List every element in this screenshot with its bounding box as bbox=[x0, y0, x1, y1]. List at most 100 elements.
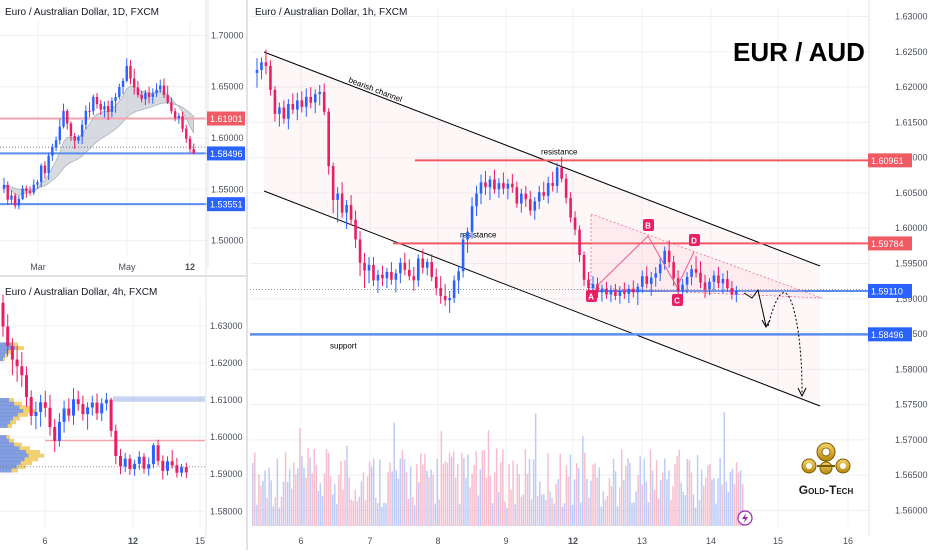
candle-body bbox=[48, 407, 52, 428]
triangle-pattern bbox=[590, 213, 823, 299]
volume-bar bbox=[295, 474, 297, 526]
volume-bar bbox=[504, 501, 506, 526]
volume-bar bbox=[444, 461, 447, 526]
candle-body bbox=[555, 167, 559, 186]
candle-body bbox=[430, 262, 434, 277]
volume-bar bbox=[536, 496, 539, 526]
volume-bar bbox=[594, 463, 596, 526]
x-tick-label: 8 bbox=[435, 536, 440, 546]
candle-body bbox=[147, 464, 151, 469]
volume-bar bbox=[696, 454, 699, 526]
volume-bar bbox=[723, 412, 725, 526]
volume-bar bbox=[590, 480, 592, 526]
volume-bar bbox=[491, 502, 494, 526]
candle-body bbox=[162, 85, 166, 96]
volume-bar bbox=[500, 462, 502, 526]
volume-bar bbox=[471, 473, 473, 526]
candle-body bbox=[363, 262, 366, 271]
candle-body bbox=[10, 195, 13, 200]
candle-body bbox=[110, 100, 114, 112]
x-tick-label: 7 bbox=[367, 536, 372, 546]
volume-bar bbox=[293, 462, 295, 526]
volume-bar bbox=[338, 475, 340, 526]
candle-body bbox=[80, 124, 84, 137]
candle-body bbox=[376, 274, 380, 281]
volume-bar bbox=[446, 462, 449, 526]
candle-body bbox=[493, 179, 496, 190]
candle-body bbox=[34, 411, 38, 416]
volume-bar bbox=[565, 465, 568, 526]
candle-body bbox=[133, 78, 136, 88]
candle-body bbox=[192, 148, 195, 154]
candle-body bbox=[166, 95, 169, 103]
candle-body bbox=[1, 302, 5, 327]
candle-body bbox=[390, 271, 393, 280]
volume-bar bbox=[411, 496, 414, 526]
supply-zone bbox=[113, 396, 205, 402]
volume-bar bbox=[655, 460, 658, 526]
candle-body bbox=[569, 197, 572, 218]
y-tick-label: 1.60000 bbox=[895, 223, 928, 233]
volume-bar bbox=[278, 507, 281, 526]
volume-bar bbox=[641, 484, 643, 526]
y-tick-label: 1.56500 bbox=[895, 470, 928, 480]
volume-bar bbox=[387, 472, 389, 526]
candle-body bbox=[479, 182, 483, 194]
volume-bar bbox=[653, 489, 656, 526]
volume-profile-bar bbox=[0, 461, 21, 466]
volume-bar bbox=[512, 460, 514, 526]
x-tick-label: 6 bbox=[298, 536, 303, 546]
candle-body bbox=[452, 280, 456, 299]
volume-bar bbox=[438, 499, 441, 526]
volume-bar bbox=[600, 506, 602, 526]
candle-body bbox=[184, 467, 188, 473]
volume-bar bbox=[698, 499, 701, 526]
volume-bar bbox=[403, 459, 406, 526]
candle-body bbox=[300, 100, 304, 107]
volume-profile-bar bbox=[0, 353, 6, 358]
volume-bar bbox=[493, 472, 496, 526]
volume-profile-bar bbox=[0, 435, 7, 440]
volume-bar bbox=[416, 463, 418, 526]
x-tick-label: 12 bbox=[128, 536, 138, 546]
candle-body bbox=[726, 278, 729, 289]
candle-body bbox=[506, 183, 510, 189]
candle-body bbox=[114, 97, 117, 101]
volume-profile-bar bbox=[28, 453, 44, 458]
volume-bar bbox=[672, 486, 674, 526]
candle-body bbox=[520, 193, 523, 204]
y-tick-label: 1.59500 bbox=[895, 258, 928, 268]
candle-body bbox=[497, 183, 501, 190]
headline-text: EUR / AUD bbox=[733, 37, 865, 67]
volume-bar bbox=[473, 464, 475, 526]
volume-bar bbox=[430, 469, 432, 526]
candle-body bbox=[25, 188, 28, 191]
volume-bar bbox=[428, 477, 430, 526]
candle-body bbox=[72, 399, 75, 416]
lightning-icon[interactable] bbox=[737, 510, 753, 526]
volume-bar bbox=[383, 502, 385, 526]
volume-bar bbox=[713, 478, 715, 526]
volume-bar bbox=[303, 467, 305, 526]
candle-body bbox=[309, 96, 313, 103]
volume-bar bbox=[705, 477, 707, 526]
y-tick-label: 1.60500 bbox=[895, 188, 928, 198]
projection-zigzag bbox=[743, 288, 767, 327]
candle-body bbox=[399, 262, 402, 274]
volume-bar bbox=[627, 458, 629, 526]
volume-bar bbox=[297, 468, 299, 526]
candle-body bbox=[103, 106, 106, 110]
volume-bar bbox=[692, 494, 695, 526]
volume-bar bbox=[563, 503, 566, 526]
candle-body bbox=[322, 91, 326, 112]
candle-body bbox=[618, 290, 622, 296]
volume-bar bbox=[286, 481, 289, 526]
volume-bar bbox=[334, 483, 336, 526]
candle-body bbox=[461, 239, 465, 272]
volume-bar bbox=[610, 486, 613, 526]
candle-body bbox=[95, 96, 99, 105]
volume-profile-bar bbox=[6, 435, 10, 440]
candle-body bbox=[654, 273, 658, 278]
volume-bar bbox=[299, 428, 301, 526]
price-tag-label: 1.58496 bbox=[210, 149, 243, 159]
